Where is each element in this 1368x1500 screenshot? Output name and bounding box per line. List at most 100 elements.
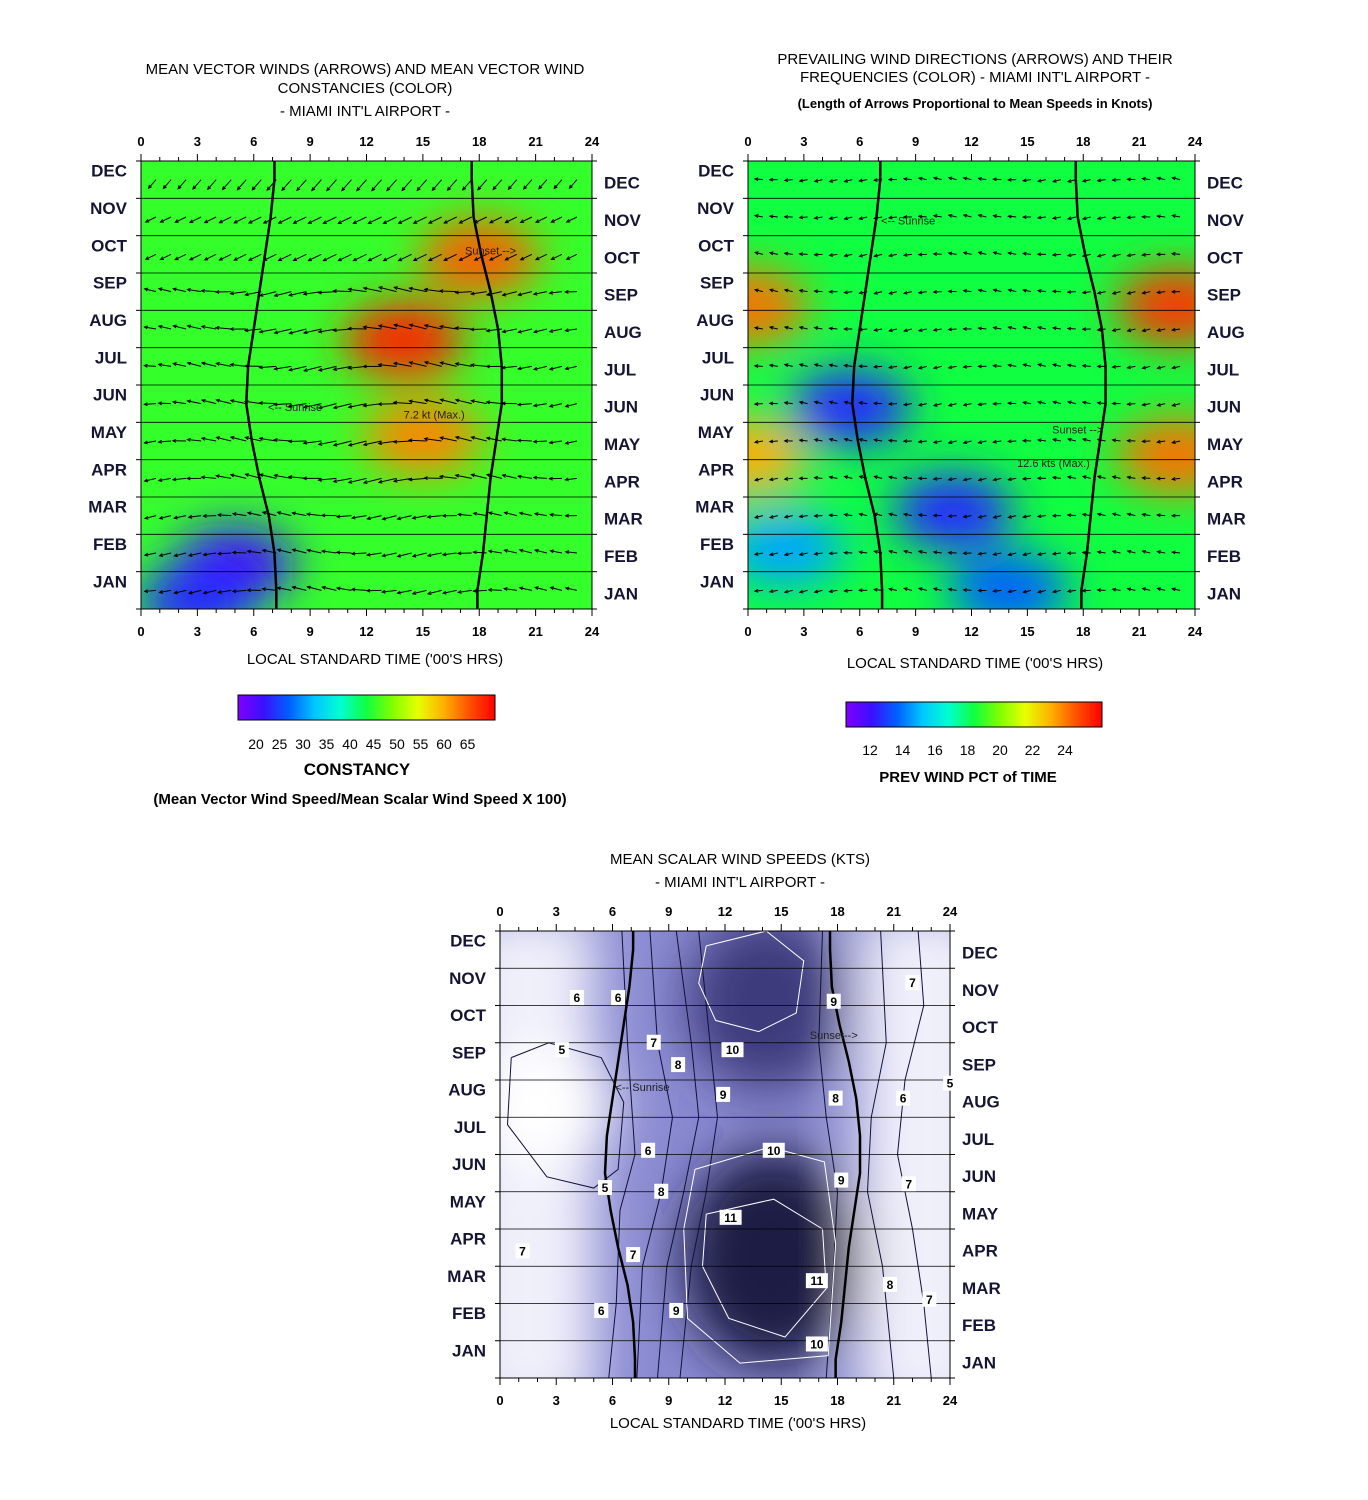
constancy-wind-arrowhead [206,185,212,191]
prevailing-wind-arrowhead [1171,403,1176,407]
prevailing-wind-arrow [963,290,972,293]
constancy-color-blob-4 [141,563,258,609]
constancy-wind-arrowhead [143,515,149,520]
prevailing-wind-arrowhead [1021,476,1027,481]
constancy-wind-arrowhead [158,589,164,594]
prevailing-wind-arrow [993,552,1002,556]
constancy-wind-arrowhead [243,328,249,333]
constancy-wind-arrow [458,589,472,593]
constancy-wind-arrow [549,440,563,444]
constancy-wind-arrowhead [516,474,522,479]
constancy-colorbar [237,694,496,721]
scalar-month-label-left: OCT [450,1006,487,1025]
prevailing-wind-arrow [1097,291,1106,294]
constancy-wind-arrow [424,324,442,330]
constancy-xtick-bottom: 24 [585,624,600,639]
prevailing-wind-arrow [1142,328,1151,332]
prevailing-wind-arrowhead [1111,328,1117,332]
constancy-wind-arrowhead [501,292,507,297]
prevailing-wind-arrow [1157,291,1166,294]
prevailing-wind-arrowhead [932,402,938,407]
constancy-wind-arrow [459,216,472,224]
prevailing-wind-arrow [1067,364,1076,367]
prevailing-wind-arrow [844,401,853,405]
prevailing-wind-arrowhead [977,514,983,519]
prevailing-wind-arrow [1112,476,1121,479]
prevailing-wind-arrowhead [1066,289,1072,294]
prevailing-wind-arrowhead [887,215,893,220]
prevailing-xtick-top: 12 [964,134,978,149]
prevailing-wind-arrowhead [1126,328,1132,333]
constancy-title-line-2: CONSTANCIES (COLOR) [277,80,453,97]
constancy-colorbar-tick: 30 [295,736,311,752]
prevailing-wind-arrow [978,177,987,181]
constancy-title-line-1: MEAN VECTOR WINDS (ARROWS) AND MEAN VECT… [145,61,585,78]
constancy-wind-arrow [187,438,202,442]
constancy-wind-arrowhead [281,186,286,192]
prevailing-wind-arrow [829,364,838,367]
prevailing-wind-arrow [1038,326,1047,330]
constancy-wind-arrowhead [472,550,477,555]
constancy-wind-arrow [519,587,532,591]
constancy-wind-arrowhead [317,477,322,482]
constancy-wind-arrowhead [261,511,267,515]
constancy-wind-arrow [412,589,427,595]
prevailing-wind-arrow [1023,179,1032,182]
prevailing-wind-arrowhead [903,549,908,554]
prevailing-wind-arrow [918,215,927,218]
constancy-month-label-left: JUN [93,386,127,405]
constancy-wind-arrowhead [377,441,383,446]
constancy-wind-arrow [492,179,503,190]
prevailing-wind-arrow [1097,402,1106,405]
constancy-wind-arrowhead [262,219,268,224]
constancy-wind-arrow [409,477,427,481]
prevailing-color-blob-5 [892,473,1013,550]
constancy-wind-arrowhead [233,219,238,224]
prevailing-wind-arrowhead [1171,477,1176,481]
prevailing-wind-arrowhead [1170,289,1176,294]
constancy-wind-arrowhead [233,257,238,261]
constancy-wind-arrow [486,437,502,442]
constancy-wind-arrowhead [507,185,512,191]
prevailing-wind-arrowhead [962,588,967,592]
constancy-wind-arrowhead [454,362,460,366]
prevailing-month-label-left: JUL [702,348,734,367]
prevailing-wind-arrow [1008,289,1017,293]
prevailing-wind-arrow [754,552,763,556]
constancy-wind-arrowhead [200,436,206,441]
constancy-wind-arrowhead [393,286,398,290]
prevailing-wind-arrowhead [768,214,774,219]
prevailing-wind-arrow [844,364,853,367]
constancy-wind-arrow [189,253,202,261]
prevailing-wind-arrowhead [917,476,923,481]
prevailing-wind-arrowhead [873,327,878,332]
constancy-wind-arrowhead [485,292,491,297]
constancy-wind-arrowhead [186,287,191,292]
scalar-contour-label: 8 [675,1058,682,1072]
prevailing-wind-arrowhead [932,550,938,555]
constancy-wind-arrowhead [188,256,194,261]
prevailing-wind-arrowhead [1141,252,1146,257]
constancy-wind-arrowhead [352,220,357,224]
constancy-wind-arrowhead [548,403,554,408]
prevailing-wind-arrow [918,328,927,332]
prevailing-month-label-right: OCT [1207,248,1244,267]
constancy-wind-arrowhead [454,326,459,331]
scalar-contour-label: 5 [559,1043,566,1057]
scalar-contour-label-bg [669,1302,684,1318]
prevailing-wind-arrow [1008,364,1017,367]
constancy-wind-arrow [232,513,247,517]
prevailing-wind-arrowhead [1081,437,1087,442]
constancy-wind-arrow [549,328,563,333]
prevailing-month-label-left: OCT [698,236,735,255]
prevailing-color-blob-2 [748,268,808,345]
constancy-wind-arrowhead [367,257,372,262]
constancy-wind-arrowhead [311,186,316,192]
prevailing-wind-arrowhead [1156,439,1161,444]
constancy-wind-arrow [141,254,142,255]
prevailing-wind-arrow [1157,403,1166,406]
constancy-month-label-right: AUG [604,323,642,342]
prevailing-wind-arrow [1112,253,1121,257]
constancy-wind-arrow [277,587,292,591]
prevailing-wind-arrowhead [888,328,893,333]
